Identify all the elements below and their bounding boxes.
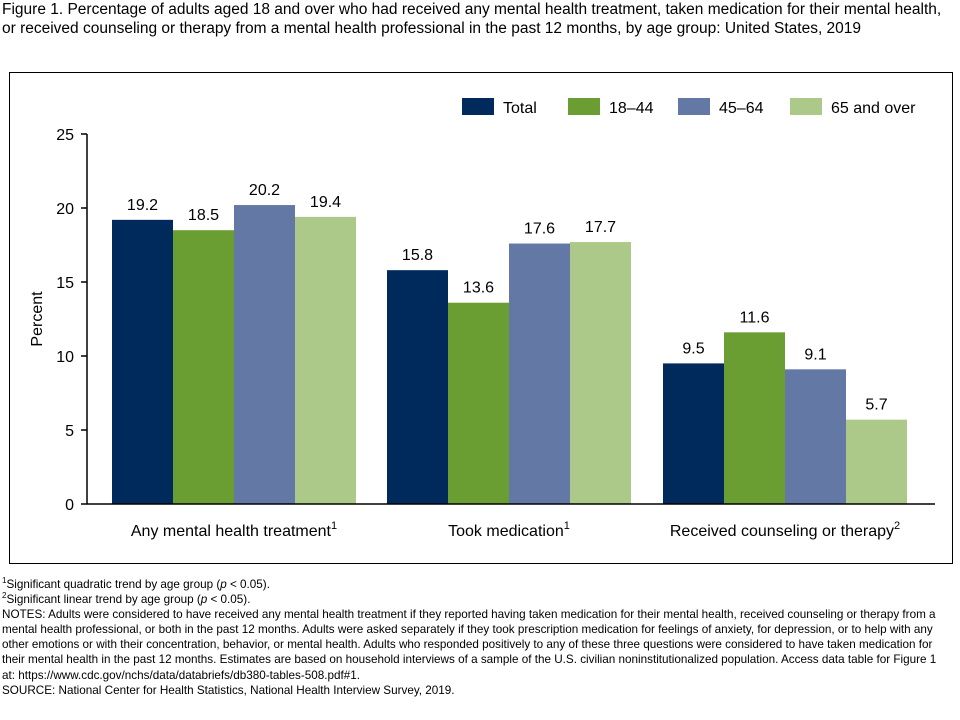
legend-label-0: Total xyxy=(503,100,537,117)
data-label-1-2: 17.6 xyxy=(524,221,555,238)
footnote-2-text-a: Significant linear trend by age group ( xyxy=(6,593,201,607)
legend-label-1: 18–44 xyxy=(609,100,654,117)
y-tick-label-4: 20 xyxy=(56,201,74,218)
notes-text: NOTES: Adults were considered to have re… xyxy=(2,608,937,682)
legend-swatch-1 xyxy=(568,98,600,115)
y-axis-label: Percent xyxy=(29,291,46,347)
figure-title: Figure 1. Percentage of adults aged 18 a… xyxy=(2,1,942,37)
source-text: SOURCE: National Center for Health Stati… xyxy=(2,683,455,697)
bar-0-3 xyxy=(295,216,356,504)
bar-1-0 xyxy=(387,270,448,504)
bar-chart: Total 18–44 45–64 65 and over 0 5 10 15 20 25 Per… xyxy=(29,98,935,540)
footnote-1-marker: 1 xyxy=(2,576,7,586)
footnote-1: 1Significant quadratic trend by age grou… xyxy=(2,577,952,592)
bar-1-2 xyxy=(509,243,570,504)
y-axis: 0 5 10 15 20 25 Percent xyxy=(29,127,88,514)
bar-2-3 xyxy=(846,419,907,504)
data-label-0-0: 19.2 xyxy=(127,197,158,214)
data-label-1-1: 13.6 xyxy=(463,280,494,297)
footnote-1-text-b: < 0.05). xyxy=(226,578,270,591)
data-label-1-0: 15.8 xyxy=(402,247,433,264)
footnotes: 1Significant quadratic trend by age grou… xyxy=(2,577,952,698)
y-tick-label-1: 5 xyxy=(65,423,74,440)
bar-1-3 xyxy=(570,242,631,505)
legend-swatch-2 xyxy=(678,98,710,115)
legend: Total 18–44 45–64 65 and over xyxy=(462,98,916,117)
data-label-2-1: 11.6 xyxy=(740,309,770,326)
bars: 19.2 18.5 20.2 19.4 15.8 13.6 17.6 17.7 9.5 11.6 9… xyxy=(112,182,907,505)
data-label-2-2: 9.1 xyxy=(804,346,826,363)
data-label-2-0: 9.5 xyxy=(682,340,704,357)
footnote-1-p: p xyxy=(220,578,227,591)
x-tick-label-0: Any mental health treatment1 xyxy=(131,520,337,540)
y-tick-label-2: 10 xyxy=(56,349,74,366)
bar-0-0 xyxy=(112,219,173,504)
bar-0-2 xyxy=(234,205,295,505)
bar-1-1 xyxy=(448,302,509,504)
bar-0-1 xyxy=(173,230,234,504)
y-tick-label-5: 25 xyxy=(56,127,74,144)
footnote-2-marker: 2 xyxy=(2,591,7,601)
legend-label-2: 45–64 xyxy=(719,100,764,117)
data-label-2-3: 5.7 xyxy=(865,397,887,414)
data-label-0-2: 20.2 xyxy=(249,182,280,199)
y-tick-label-3: 15 xyxy=(56,275,74,292)
footnote-2-p: p xyxy=(200,593,208,607)
footnote-2-text-b: < 0.05). xyxy=(207,593,251,607)
legend-swatch-0 xyxy=(462,98,494,115)
chart-frame xyxy=(9,72,953,564)
legend-label-3: 65 and over xyxy=(831,100,916,117)
y-tick-label-0: 0 xyxy=(65,497,74,514)
x-tick-label-1: Took medication1 xyxy=(448,520,570,540)
footnote-1-text-a: Significant quadratic trend by age group… xyxy=(6,578,221,591)
legend-swatch-3 xyxy=(790,98,822,115)
data-label-1-3: 17.7 xyxy=(585,219,616,236)
bar-2-0 xyxy=(663,363,724,504)
footnote-2: 2Significant linear trend by age group (… xyxy=(2,592,952,607)
x-axis: Any mental health treatment1 Took medicat… xyxy=(87,503,935,540)
bar-2-1 xyxy=(724,332,785,504)
data-label-0-1: 18.5 xyxy=(188,207,219,224)
bar-2-2 xyxy=(785,369,846,504)
data-label-0-3: 19.4 xyxy=(310,194,341,211)
x-tick-label-2: Received counseling or therapy2 xyxy=(670,520,900,540)
